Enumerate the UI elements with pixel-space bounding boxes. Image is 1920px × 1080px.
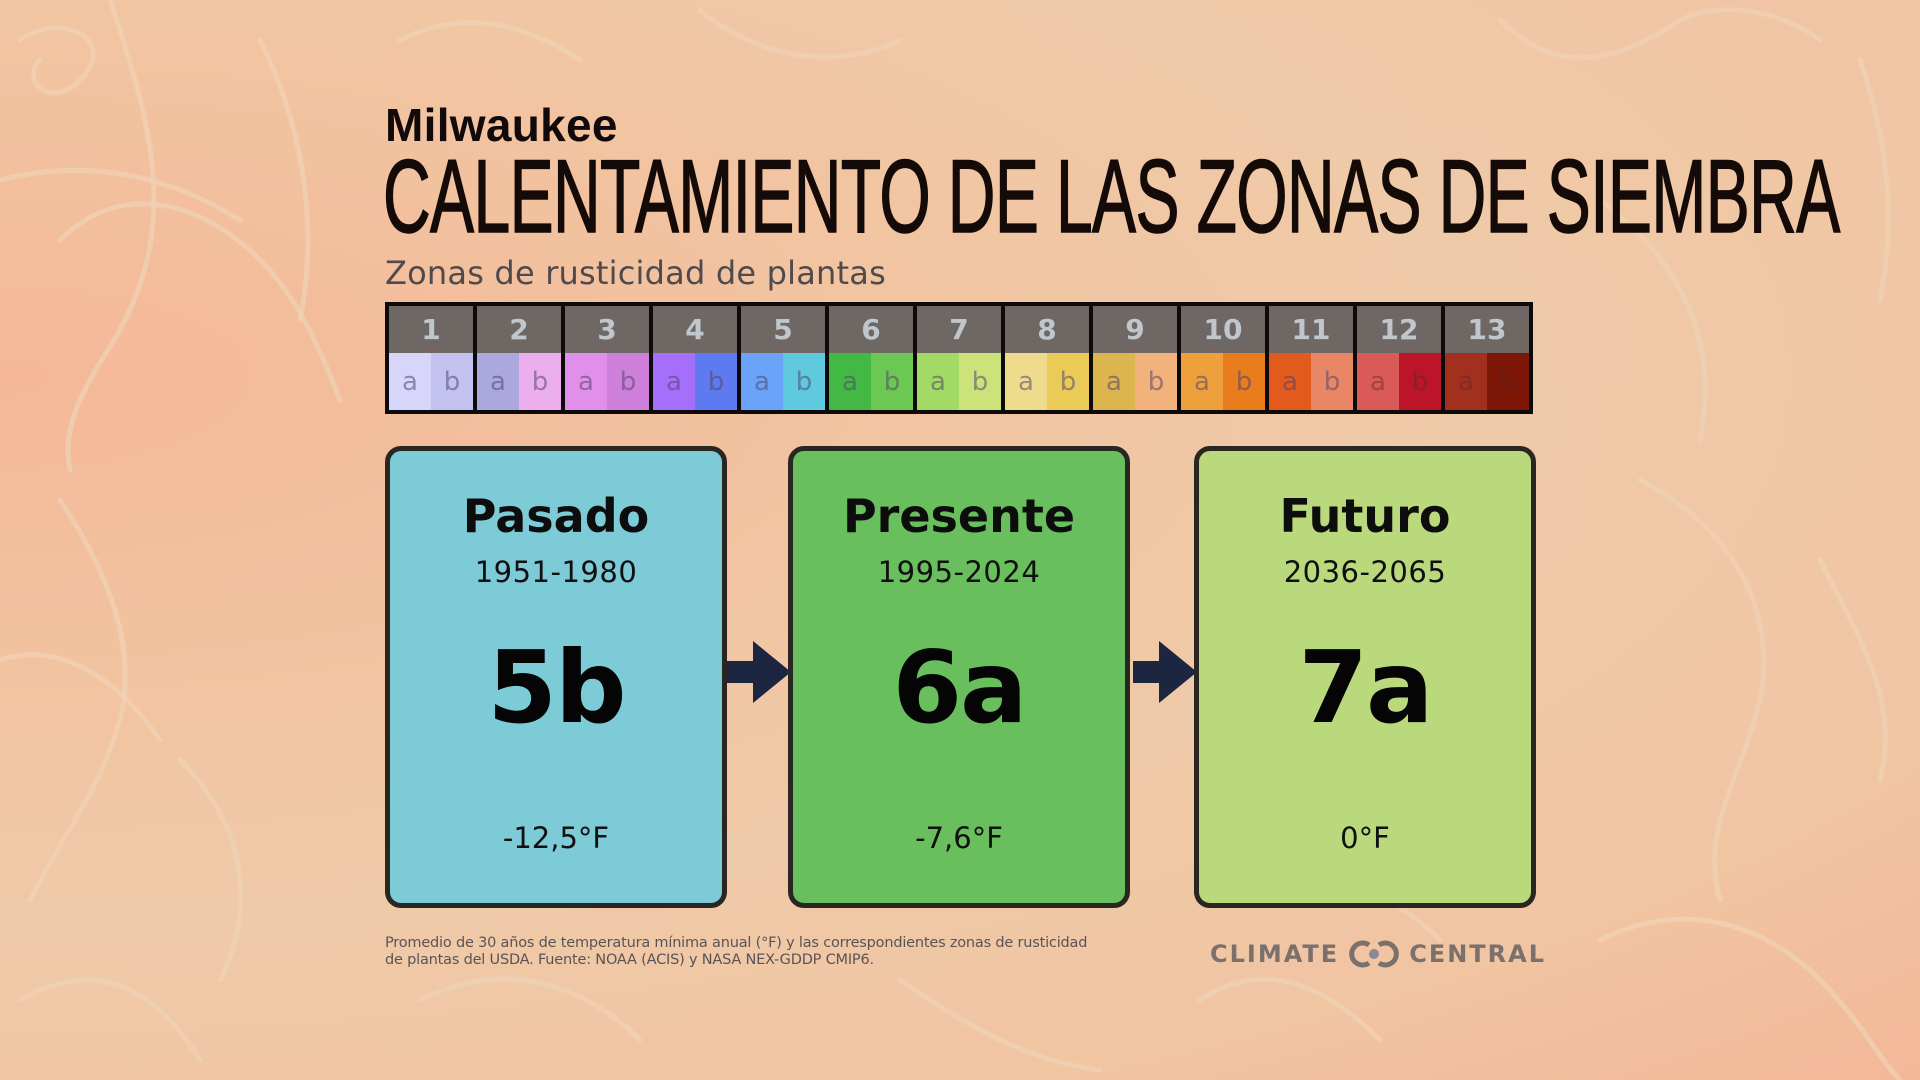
arrow-right-icon	[727, 641, 791, 703]
zone-8b: b	[1047, 353, 1089, 410]
zone-13b: b	[1487, 353, 1529, 410]
period-label: Futuro	[1279, 489, 1451, 543]
period-temperature: -12,5°F	[502, 821, 610, 855]
period-zone: 5b	[487, 629, 626, 746]
zone-9b: b	[1135, 353, 1177, 410]
zone-number: 3	[565, 306, 649, 353]
zone-12a: a	[1357, 353, 1399, 410]
period-zone: 7a	[1298, 629, 1433, 746]
zone-13: 13 a b	[1445, 306, 1529, 410]
zone-1b: b	[431, 353, 473, 410]
zone-number: 12	[1357, 306, 1441, 353]
zone-5b: b	[783, 353, 825, 410]
zone-9a: a	[1093, 353, 1135, 410]
period-years: 1951-1980	[474, 555, 638, 589]
city-name: Milwaukee	[385, 99, 618, 151]
zone-12: 12 a b	[1357, 306, 1441, 410]
zone-4a: a	[653, 353, 695, 410]
period-years: 2036-2065	[1283, 555, 1447, 589]
logo-text-left: CLIMATE	[1210, 940, 1340, 968]
zone-2b: b	[519, 353, 561, 410]
arrow-right-icon	[1133, 641, 1197, 703]
period-label: Presente	[842, 489, 1076, 543]
period-temperature: -7,6°F	[915, 821, 1003, 855]
zone-1a: a	[389, 353, 431, 410]
climate-central-mark-icon	[1349, 940, 1400, 968]
climate-central-logo: CLIMATE CENTRAL	[1210, 938, 1546, 970]
zone-number: 6	[829, 306, 913, 353]
period-card-past: Pasado 1951-1980 5b -12,5°F	[385, 446, 727, 908]
logo-text-right: CENTRAL	[1409, 940, 1547, 968]
zone-number: 8	[1005, 306, 1089, 353]
hardiness-zone-scale: 1 a b 2 a b 3 a b 4 a b 5 a b 6 a b 7 a b 8 a b 9 a b 10 a b 11 a b 12 a b 1…	[385, 302, 1533, 414]
period-card-future: Futuro 2036-2065 7a 0°F	[1194, 446, 1536, 908]
zone-12b: b	[1399, 353, 1441, 410]
zone-11: 11 a b	[1269, 306, 1353, 410]
period-card-present: Presente 1995-2024 6a -7,6°F	[788, 446, 1130, 908]
zone-number: 10	[1181, 306, 1265, 353]
zone-6a: a	[829, 353, 871, 410]
zone-10b: b	[1223, 353, 1265, 410]
zone-number: 4	[653, 306, 737, 353]
period-years: 1995-2024	[877, 555, 1041, 589]
zone-number: 7	[917, 306, 1001, 353]
zone-4b: b	[695, 353, 737, 410]
zone-3a: a	[565, 353, 607, 410]
zone-number: 13	[1445, 306, 1529, 353]
zone-10: 10 a b	[1181, 306, 1265, 410]
zone-number: 9	[1093, 306, 1177, 353]
zone-5a: a	[741, 353, 783, 410]
zone-number: 1	[389, 306, 473, 353]
zone-6b: b	[871, 353, 913, 410]
zone-3b: b	[607, 353, 649, 410]
period-zone: 6a	[892, 629, 1027, 746]
zone-2a: a	[477, 353, 519, 410]
period-label: Pasado	[462, 489, 650, 543]
zone-10a: a	[1181, 353, 1223, 410]
zone-11b: b	[1311, 353, 1353, 410]
zone-7b: b	[959, 353, 1001, 410]
subtitle: Zonas de rusticidad de plantas	[385, 254, 886, 292]
zone-8a: a	[1005, 353, 1047, 410]
zone-11a: a	[1269, 353, 1311, 410]
zone-13a: a	[1445, 353, 1487, 410]
period-temperature: 0°F	[1340, 821, 1390, 855]
zone-number: 5	[741, 306, 825, 353]
page-title: CALENTAMIENTO DE LAS ZONAS DE SIEMBRA	[383, 139, 1841, 255]
zone-number: 11	[1269, 306, 1353, 353]
zone-7a: a	[917, 353, 959, 410]
zone-number: 2	[477, 306, 561, 353]
source-footnote: Promedio de 30 años de temperatura mínim…	[385, 935, 1088, 968]
